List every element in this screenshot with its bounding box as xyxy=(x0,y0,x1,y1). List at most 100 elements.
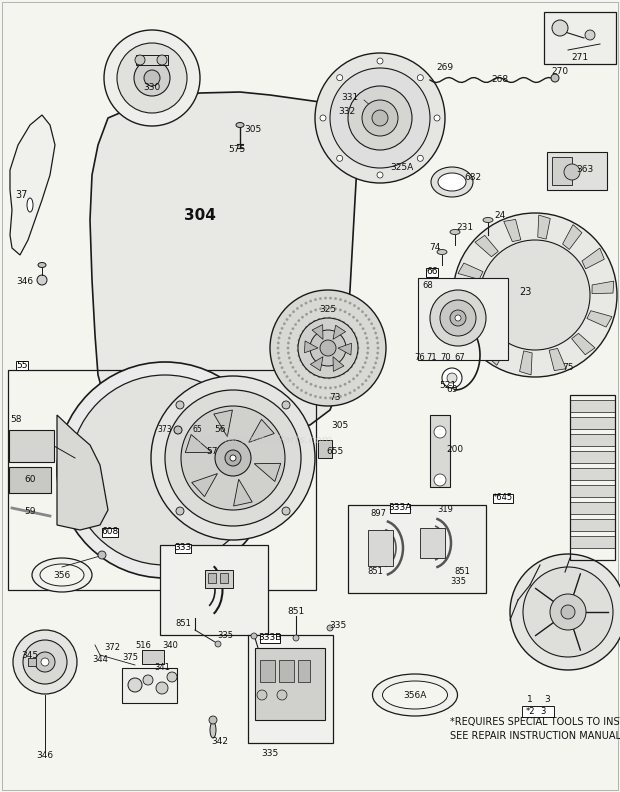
Circle shape xyxy=(318,318,321,321)
Circle shape xyxy=(342,372,345,375)
Circle shape xyxy=(176,507,184,515)
Text: 325: 325 xyxy=(319,306,337,314)
Text: 56: 56 xyxy=(215,425,226,435)
Circle shape xyxy=(293,383,294,386)
Bar xyxy=(260,634,280,642)
Bar xyxy=(552,157,572,185)
Text: 60: 60 xyxy=(24,475,36,485)
Circle shape xyxy=(361,383,364,386)
Bar xyxy=(208,573,216,583)
Circle shape xyxy=(371,371,373,374)
Circle shape xyxy=(328,377,330,379)
Circle shape xyxy=(143,675,153,685)
Polygon shape xyxy=(333,326,345,339)
Text: 24: 24 xyxy=(494,211,506,219)
Bar xyxy=(205,570,233,588)
Circle shape xyxy=(289,314,291,317)
Circle shape xyxy=(225,450,241,466)
Text: 268: 268 xyxy=(492,74,508,83)
Text: 231: 231 xyxy=(456,223,474,233)
Circle shape xyxy=(70,375,260,565)
Circle shape xyxy=(364,361,366,364)
Bar xyxy=(544,12,616,64)
Circle shape xyxy=(296,386,299,389)
Circle shape xyxy=(37,275,47,285)
Circle shape xyxy=(319,396,322,398)
Bar xyxy=(160,545,268,635)
Circle shape xyxy=(319,297,322,300)
Bar xyxy=(570,400,615,412)
Circle shape xyxy=(347,347,349,349)
Circle shape xyxy=(337,155,343,162)
Polygon shape xyxy=(458,263,483,280)
Circle shape xyxy=(339,395,342,398)
Text: 333B: 333B xyxy=(259,634,281,642)
Circle shape xyxy=(344,394,347,396)
Circle shape xyxy=(320,115,326,121)
Circle shape xyxy=(334,307,337,310)
Text: 335: 335 xyxy=(329,622,347,630)
Ellipse shape xyxy=(210,722,216,738)
Circle shape xyxy=(346,352,348,354)
Ellipse shape xyxy=(383,681,448,709)
Text: 851: 851 xyxy=(454,568,470,577)
Text: 200: 200 xyxy=(446,445,464,455)
Circle shape xyxy=(299,334,302,337)
Circle shape xyxy=(455,315,461,321)
Polygon shape xyxy=(456,296,478,309)
Circle shape xyxy=(305,392,307,394)
Circle shape xyxy=(277,347,279,349)
Text: 270: 270 xyxy=(551,67,569,77)
Circle shape xyxy=(309,394,312,396)
Circle shape xyxy=(302,364,304,366)
Circle shape xyxy=(318,329,321,331)
Text: 55: 55 xyxy=(16,360,28,370)
Circle shape xyxy=(288,337,290,339)
Circle shape xyxy=(355,337,358,339)
Bar xyxy=(175,543,192,553)
Ellipse shape xyxy=(373,674,458,716)
Polygon shape xyxy=(488,341,507,365)
Text: 65: 65 xyxy=(192,425,202,435)
Circle shape xyxy=(283,322,285,325)
Ellipse shape xyxy=(32,558,92,592)
Circle shape xyxy=(311,335,313,337)
Circle shape xyxy=(417,155,423,162)
Circle shape xyxy=(346,342,348,345)
Polygon shape xyxy=(549,348,566,371)
Circle shape xyxy=(333,376,335,379)
Circle shape xyxy=(334,386,337,389)
Circle shape xyxy=(301,378,304,380)
Polygon shape xyxy=(234,479,252,506)
Ellipse shape xyxy=(437,249,447,254)
Polygon shape xyxy=(333,356,344,371)
Polygon shape xyxy=(90,92,358,432)
Polygon shape xyxy=(520,351,532,375)
Text: 3: 3 xyxy=(544,695,550,705)
Text: 372: 372 xyxy=(104,643,120,653)
Text: 76: 76 xyxy=(415,353,425,363)
Bar xyxy=(9,467,51,493)
Circle shape xyxy=(447,373,457,383)
Circle shape xyxy=(338,375,340,377)
Circle shape xyxy=(366,342,369,345)
Text: 682: 682 xyxy=(464,173,482,182)
Text: 335: 335 xyxy=(262,748,278,757)
Circle shape xyxy=(310,330,346,366)
Circle shape xyxy=(453,213,617,377)
Bar xyxy=(16,360,28,370)
Bar xyxy=(255,648,325,720)
Circle shape xyxy=(550,594,586,630)
Circle shape xyxy=(376,337,378,339)
Circle shape xyxy=(357,386,360,389)
Polygon shape xyxy=(538,215,551,239)
Ellipse shape xyxy=(27,198,33,212)
Circle shape xyxy=(309,371,311,373)
Circle shape xyxy=(311,359,313,361)
Circle shape xyxy=(328,317,330,319)
Circle shape xyxy=(350,328,353,330)
Circle shape xyxy=(290,361,292,364)
Polygon shape xyxy=(582,248,604,268)
Circle shape xyxy=(318,375,321,378)
Text: 333A: 333A xyxy=(388,504,412,512)
